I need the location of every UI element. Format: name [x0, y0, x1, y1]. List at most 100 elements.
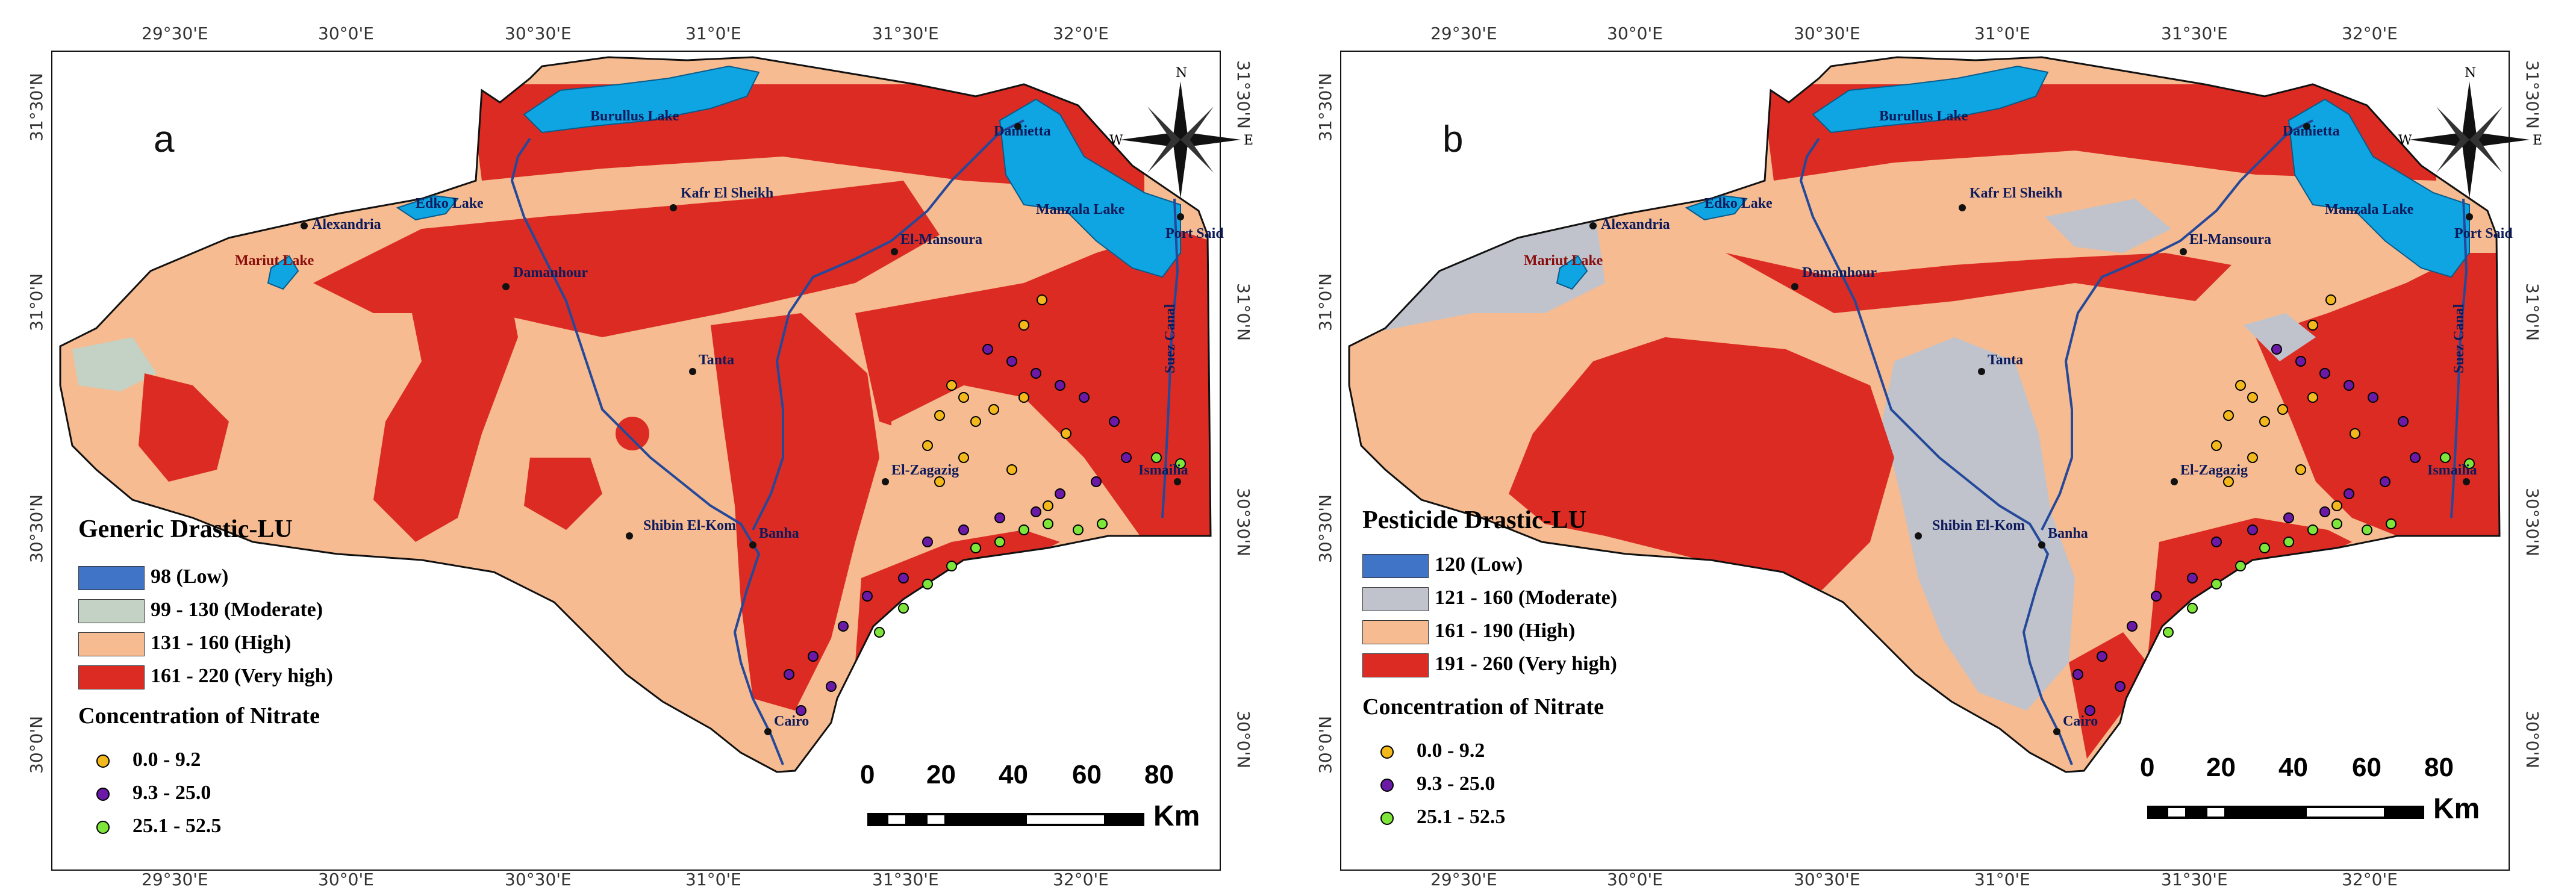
lake-label-manzala: Manzala Lake: [1036, 202, 1125, 217]
scale-label-60: 60: [2352, 753, 2381, 782]
city-label-el-zagazig: El-Zagazig: [2180, 462, 2248, 478]
city-label-shibin-el-kom: Shibin El-Kom: [1932, 518, 2025, 534]
svg-text:30°30'N: 30°30'N: [2522, 488, 2542, 556]
lakes: [1556, 65, 2470, 290]
svg-text:32°0'E: 32°0'E: [2342, 23, 2398, 43]
city-label-ismailia: Ismailia: [1138, 462, 1188, 478]
city-label-cairo: Cairo: [2063, 714, 2098, 729]
nitrate-dot-high: [96, 821, 110, 834]
scale-unit: Km: [2433, 793, 2480, 825]
legend-swatch-very-high: [1362, 653, 1429, 677]
svg-text:30°0'E: 30°0'E: [318, 870, 374, 889]
city-label-ismailia: Ismailia: [2427, 462, 2477, 478]
scale-label-40: 40: [2278, 753, 2308, 782]
canal-label: Suez Canal: [2451, 303, 2467, 373]
nitrate-dot-mid: [96, 788, 110, 801]
lake-label-burullus: Burullus Lake: [590, 108, 679, 124]
suez-canal-line: [1161, 198, 1179, 518]
legend-label-very-high: 161 - 220 (Very high): [151, 665, 333, 687]
city-points: [1589, 123, 2473, 735]
edko-lake: [1685, 194, 1748, 221]
svg-text:30°30'N: 30°30'N: [27, 494, 46, 563]
scale-label-20: 20: [926, 760, 956, 789]
nitrate-dot-low: [1380, 745, 1394, 759]
lake-label-burullus: Burullus Lake: [1879, 108, 1968, 124]
scale-label-80: 80: [1144, 760, 1174, 789]
legend-swatch-moderate: [1362, 587, 1429, 611]
svg-text:32°0'E: 32°0'E: [1053, 23, 1109, 43]
manzala-lake: [2288, 98, 2470, 278]
city-label-kafr-el-sheikh: Kafr El Sheikh: [681, 185, 773, 201]
damietta-branch: [2041, 119, 2313, 530]
svg-text:31°30'E: 31°30'E: [872, 23, 939, 43]
coordinate-ticks: 29°30'E 30°0'E 30°30'E 31°0'E 31°30'E 32…: [1315, 23, 2542, 889]
svg-text:30°30'N: 30°30'N: [1233, 488, 1253, 556]
svg-text:31°0'N: 31°0'N: [1233, 283, 1253, 341]
north-arrow: N W E: [1109, 66, 1253, 199]
svg-text:31°0'N: 31°0'N: [27, 273, 46, 331]
svg-text:30°30'E: 30°30'E: [505, 870, 572, 889]
city-points: [301, 123, 1184, 735]
legend-label-low: 120 (Low): [1435, 553, 1523, 576]
scale-label-20: 20: [2206, 753, 2236, 782]
svg-text:30°0'E: 30°0'E: [1607, 23, 1663, 43]
svg-text:31°0'E: 31°0'E: [1974, 23, 2030, 43]
legend-label-high: 161 - 190 (High): [1435, 620, 1576, 642]
city-label-damanhour: Damanhour: [1802, 265, 1877, 281]
svg-text:30°0'N: 30°0'N: [1233, 711, 1253, 768]
map-canvas: Alexandria Damanhour Kafr El Sheikh El-M…: [27, 23, 1253, 889]
nitrate-label-high: 25.1 - 52.5: [1417, 806, 1506, 828]
lake-label-edko: Edko Lake: [416, 196, 484, 211]
lake-label-manzala: Manzala Lake: [2325, 202, 2414, 217]
west-label: W: [2398, 133, 2412, 148]
svg-text:31°30'E: 31°30'E: [2161, 870, 2228, 889]
burullus-lake: [523, 65, 760, 134]
scale-label-60: 60: [1072, 760, 1102, 789]
scale-bar: [867, 813, 1144, 826]
nitrate-samples: [2072, 294, 2475, 716]
svg-text:30°0'E: 30°0'E: [1607, 870, 1663, 889]
map-canvas: Alexandria Damanhour Kafr El Sheikh El-M…: [1315, 23, 2542, 889]
north-label: N: [2465, 66, 2476, 81]
nitrate-label-mid: 9.3 - 25.0: [133, 782, 211, 804]
legend-swatch-very-high: [78, 665, 145, 689]
nitrate-legend-title: Concentration of Nitrate: [78, 703, 320, 729]
svg-text:30°30'E: 30°30'E: [1794, 23, 1860, 43]
scale-label-80: 80: [2424, 753, 2454, 782]
city-label-tanta: Tanta: [1988, 352, 2023, 368]
svg-text:29°30'E: 29°30'E: [142, 870, 208, 889]
legend-label-high: 131 - 160 (High): [151, 632, 292, 654]
svg-text:30°0'N: 30°0'N: [2522, 711, 2542, 768]
nitrate-dot-mid: [1380, 779, 1394, 792]
city-label-cairo: Cairo: [774, 714, 809, 729]
east-label: E: [1244, 133, 1253, 148]
city-label-el-mansoura: El-Mansoura: [2189, 232, 2271, 247]
scale-unit: Km: [1153, 800, 1200, 832]
city-label-damietta: Damietta: [2283, 123, 2340, 139]
lake-label-mariut: Mariut Lake: [1524, 253, 1603, 269]
city-label-port-said: Port Said: [2454, 226, 2513, 241]
legend-label-low: 98 (Low): [151, 565, 229, 588]
legend-swatch-moderate: [78, 599, 145, 623]
nitrate-label-high: 25.1 - 52.5: [133, 815, 222, 837]
city-label-damietta: Damietta: [994, 123, 1051, 139]
nitrate-legend-title: Concentration of Nitrate: [1362, 694, 1605, 720]
west-label: W: [1109, 133, 1123, 148]
suez-canal-line: [2450, 198, 2468, 518]
panel-letter-a: a: [154, 119, 175, 160]
scale-bar: [2147, 806, 2424, 819]
svg-text:31°0'E: 31°0'E: [685, 870, 741, 889]
svg-text:31°0'E: 31°0'E: [1974, 870, 2030, 889]
legend-title: Generic Drastic-LU: [78, 515, 293, 543]
mariut-lake: [1556, 255, 1588, 290]
svg-text:31°0'N: 31°0'N: [1315, 273, 1335, 331]
svg-text:32°0'E: 32°0'E: [1053, 870, 1109, 889]
canal-label: Suez Canal: [1162, 303, 1178, 373]
svg-text:31°30'N: 31°30'N: [1233, 60, 1253, 129]
vulnerability-zones: [1349, 84, 2500, 759]
nitrate-samples: [784, 294, 1186, 716]
city-label-el-zagazig: El-Zagazig: [891, 462, 959, 478]
legend-label-very-high: 191 - 260 (Very high): [1435, 653, 1617, 675]
vulnerability-zones: [72, 84, 1211, 711]
city-label-banha: Banha: [2048, 526, 2088, 541]
